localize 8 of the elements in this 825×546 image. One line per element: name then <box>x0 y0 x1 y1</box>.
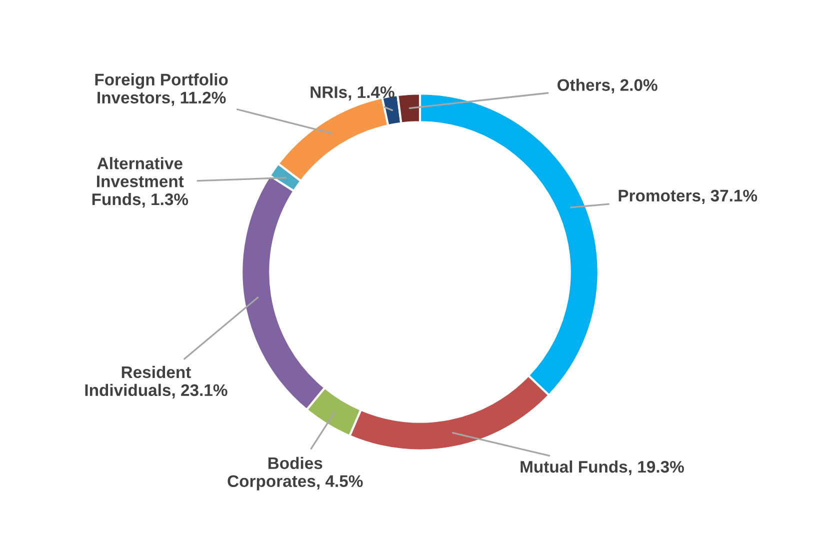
slice-label: Alternative Investment Funds, 1.3% <box>92 157 188 208</box>
slice-label: Promoters, 37.1% <box>618 190 758 204</box>
slice-label: NRIs, 1.4% <box>310 86 394 100</box>
slice-label: Bodies Corporates, 4.5% <box>228 456 363 490</box>
slice-label: Others, 2.0% <box>558 78 658 94</box>
slice-label: Resident Individuals, 23.1% <box>85 366 228 398</box>
slice-label: Foreign Portfolio Investors, 11.2% <box>95 73 228 106</box>
slice-label: Mutual Funds, 19.3% <box>520 460 684 476</box>
